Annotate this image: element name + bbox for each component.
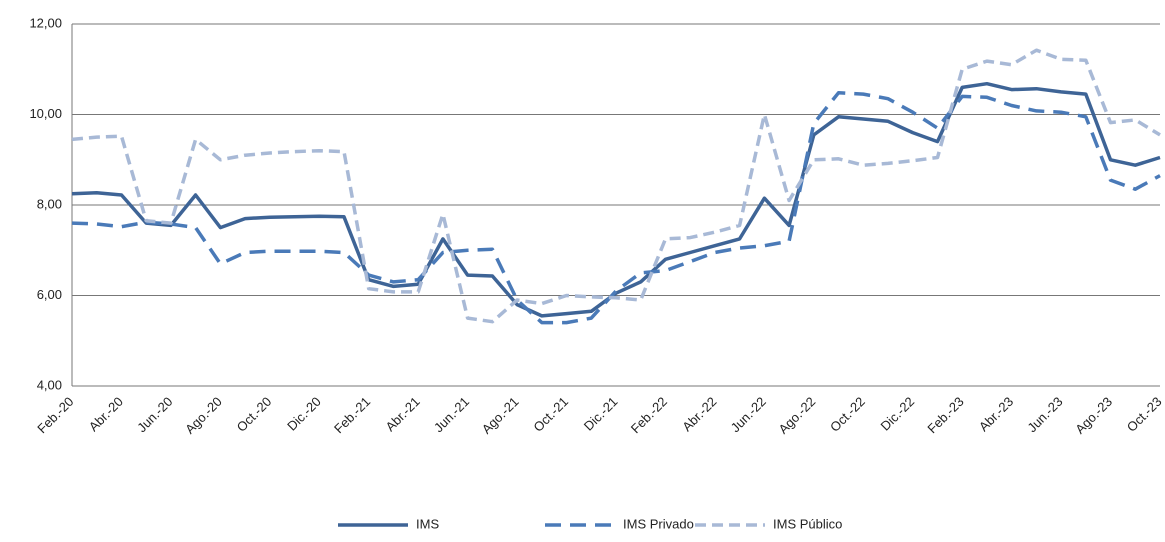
y-tick-label: 10,00: [29, 106, 62, 121]
x-tick-label: Oct.-21: [530, 394, 571, 435]
x-tick-label: Feb.-22: [628, 394, 670, 436]
line-series: [71, 48, 1161, 324]
x-tick-label: Dic.-22: [878, 394, 918, 434]
legend-label: IMS Privado: [623, 516, 694, 531]
x-tick-label: Dic.-20: [284, 394, 324, 434]
x-tick-label: Dic.-21: [581, 394, 621, 434]
legend-label: IMS: [416, 516, 439, 531]
line-series: [71, 81, 1161, 318]
x-tick-label: Oct.-22: [827, 394, 868, 435]
x-tick-label: Ago.-20: [182, 394, 225, 437]
x-tick-label: Oct.-23: [1124, 394, 1165, 435]
x-tick-label: Ago.-23: [1072, 394, 1115, 437]
x-tick-label: Ago.-22: [776, 394, 819, 437]
x-tick-label: Feb.-23: [924, 394, 966, 436]
x-tick-label: Oct.-20: [234, 394, 275, 435]
x-tick-label: Ago.-21: [479, 394, 522, 437]
legend-label: IMS Público: [773, 516, 842, 531]
y-tick-label: 6,00: [37, 287, 62, 302]
x-tick-label: Jun.-22: [728, 394, 769, 435]
x-tick-label: Abr.-22: [679, 394, 719, 434]
x-tick-label: Jun.-23: [1024, 394, 1065, 435]
x-tick-label: Jun.-20: [134, 394, 175, 435]
x-tick-label: Abr.-21: [382, 394, 422, 434]
y-tick-label: 12,00: [29, 15, 62, 30]
x-tick-label: Feb.-20: [34, 394, 76, 436]
line-series: [71, 91, 1161, 325]
x-tick-label: Abr.-23: [976, 394, 1016, 434]
y-tick-label: 4,00: [37, 377, 62, 392]
x-tick-label: Jun.-21: [431, 394, 472, 435]
x-tick-label: Feb.-21: [331, 394, 373, 436]
y-tick-label: 8,00: [37, 196, 62, 211]
x-tick-label: Abr.-20: [86, 394, 126, 434]
